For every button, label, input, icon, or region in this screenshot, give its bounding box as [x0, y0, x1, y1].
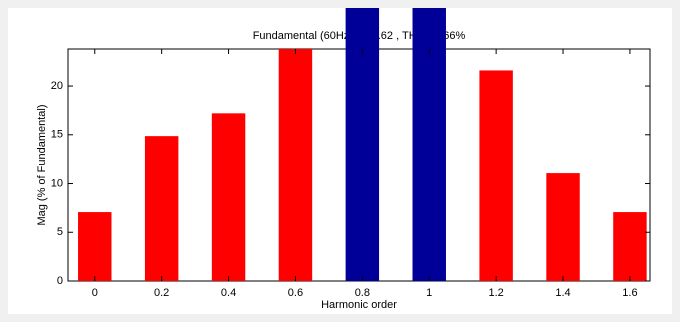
y-tick-label: 0: [57, 275, 63, 287]
x-tick-label: 0.8: [355, 287, 370, 299]
y-tick-label: 5: [57, 226, 63, 238]
x-tick-label: 1: [426, 287, 432, 299]
y-axis-label: Mag (% of Fundamental): [36, 104, 48, 225]
x-tick-label: 0.2: [154, 287, 169, 299]
bar: [412, 8, 446, 281]
y-tick-label: 10: [51, 177, 63, 189]
x-tick-label: 0.4: [221, 287, 236, 299]
bar: [479, 70, 513, 282]
y-tick-label: 15: [51, 129, 63, 141]
bar: [546, 173, 580, 281]
x-tick-label: 1.2: [488, 287, 503, 299]
x-tick-label: 0: [92, 287, 98, 299]
x-tick-label: 1.4: [555, 287, 570, 299]
y-tick-label: 20: [51, 80, 63, 92]
bar: [278, 49, 313, 281]
x-axis-label: Harmonic order: [321, 299, 397, 311]
bar: [613, 212, 647, 281]
x-tick-label: 0.6: [288, 287, 303, 299]
bar: [345, 8, 380, 281]
bars: [78, 8, 647, 282]
bar: [211, 113, 246, 281]
x-tick-label: 1.6: [622, 287, 637, 299]
bar: [78, 212, 112, 281]
bar: [144, 136, 179, 281]
